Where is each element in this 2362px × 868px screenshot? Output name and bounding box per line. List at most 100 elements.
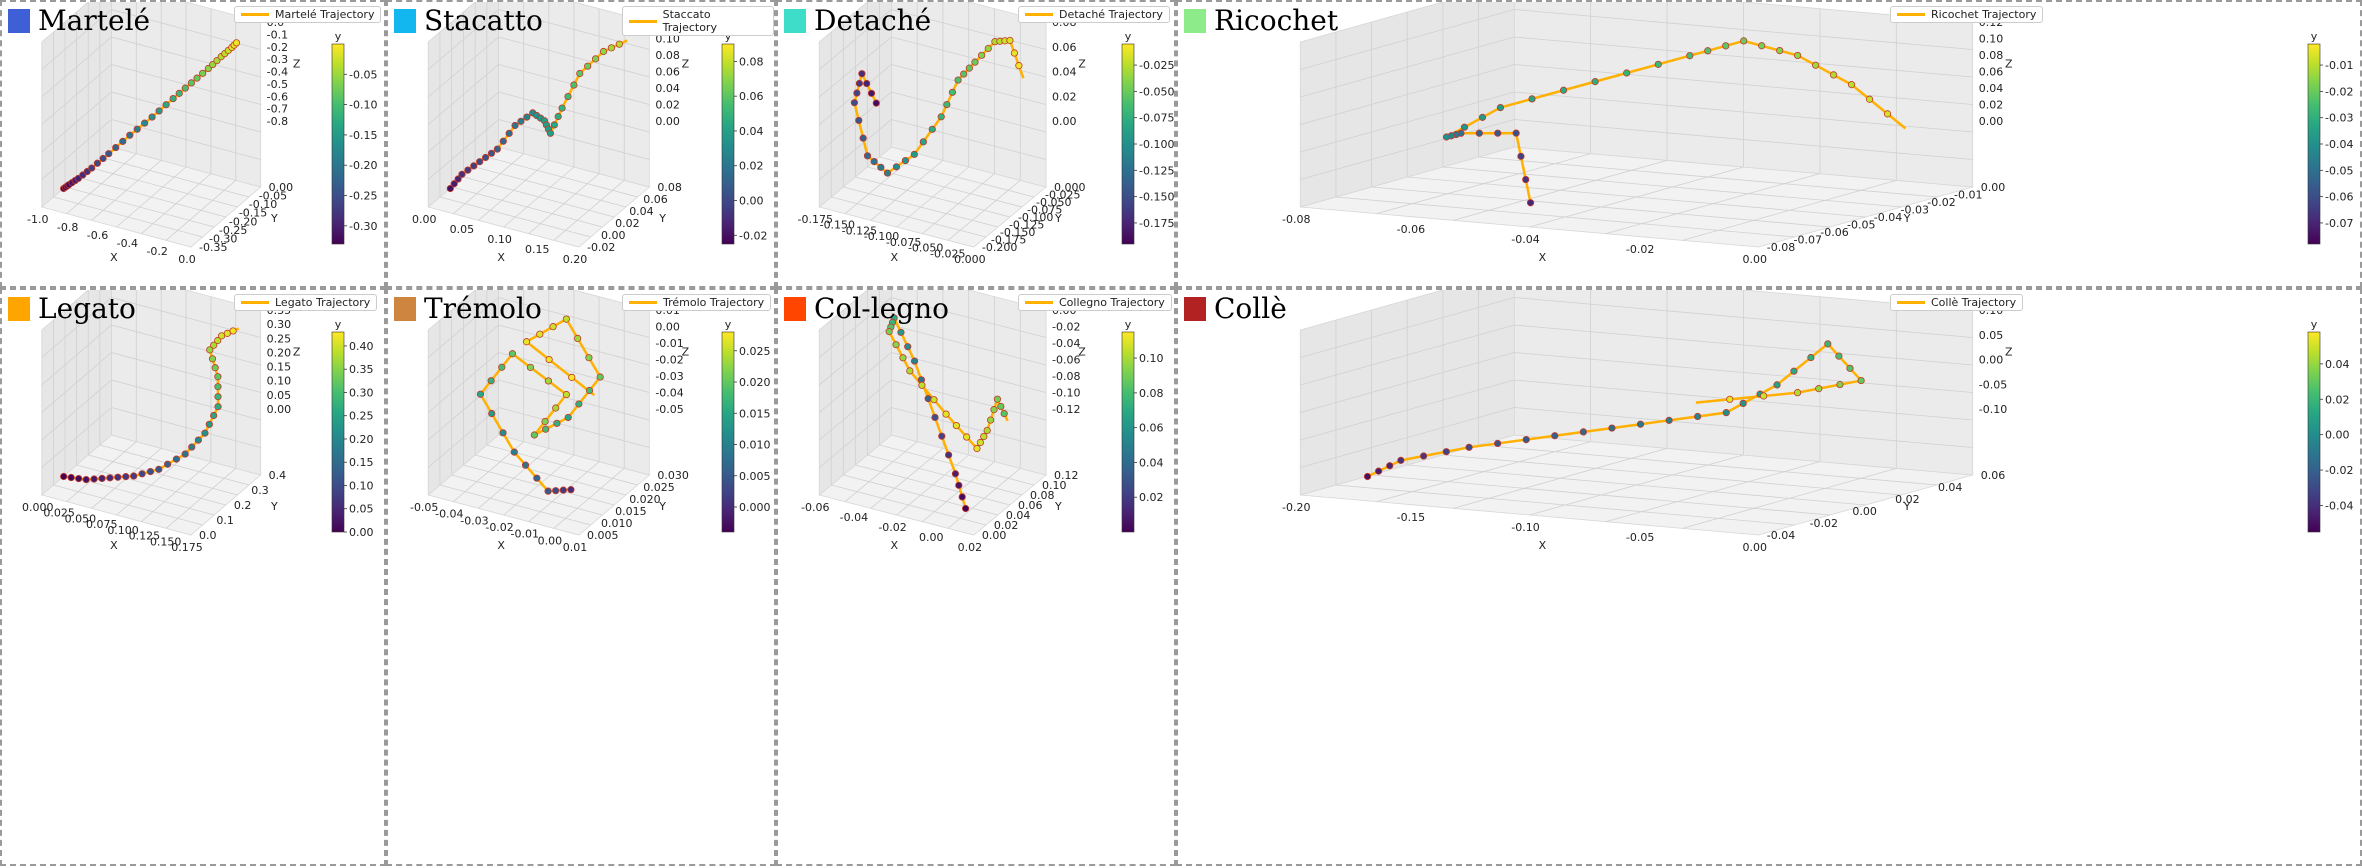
trajectory-marker bbox=[1496, 103, 1505, 112]
colorbar-tick-label: -0.06 bbox=[2325, 191, 2353, 204]
tick-label: 0.00 bbox=[412, 213, 437, 226]
colorbar-tick-label: -0.05 bbox=[349, 68, 377, 81]
tick-label: 0.015 bbox=[615, 505, 647, 518]
colorbar-tick-label: 0.00 bbox=[349, 526, 374, 539]
trajectory-marker bbox=[88, 164, 96, 172]
y-axis-label: Y bbox=[1903, 500, 1911, 513]
legend-line-sample bbox=[241, 13, 269, 16]
colorbar-tick-label: 0.20 bbox=[349, 433, 374, 446]
trajectory-marker bbox=[552, 487, 560, 495]
plot-svg: -0.08-0.06-0.04-0.020.000.00-0.01-0.02-0… bbox=[1282, 2, 2353, 266]
trajectory-marker bbox=[899, 354, 907, 362]
trajectory-marker bbox=[955, 481, 963, 489]
panel-title: Legato bbox=[8, 292, 136, 326]
tick-label: -0.02 bbox=[655, 354, 683, 367]
trajectory-marker bbox=[138, 470, 146, 478]
trajectory-marker bbox=[522, 338, 531, 346]
legend-line-sample bbox=[1897, 13, 1925, 16]
grid-line bbox=[99, 156, 250, 198]
colorbar-tick-label: -0.125 bbox=[1139, 164, 1174, 177]
panel-title-text: Collè bbox=[1214, 292, 1287, 325]
tick-label: -0.03 bbox=[655, 370, 683, 383]
colorbar-tick-label: 0.05 bbox=[349, 503, 374, 516]
colorbar-tick-label: -0.20 bbox=[349, 159, 377, 172]
panel-title-text: Detaché bbox=[814, 4, 932, 37]
tick-label: 0.10 bbox=[267, 375, 292, 388]
tick-label: 0.00 bbox=[1979, 354, 2004, 367]
colorbar-tick-label: 0.010 bbox=[739, 439, 771, 452]
tick-label: 0.00 bbox=[1052, 115, 1077, 128]
trajectory-marker bbox=[119, 137, 127, 145]
trajectory-marker bbox=[499, 137, 507, 145]
chart-panel: -0.20 -0.15 -0.10 -0.05 0.00 0.06 0.04 0.02 0.00… bbox=[1176, 288, 2362, 866]
trajectory-marker bbox=[615, 40, 623, 48]
trajectory-marker bbox=[1006, 36, 1014, 45]
trajectory-marker bbox=[181, 84, 189, 92]
x-axis-label: X bbox=[891, 251, 899, 264]
trajectory-marker bbox=[199, 69, 207, 77]
y-axis-label: Y bbox=[658, 212, 666, 225]
tick-label: -0.2 bbox=[146, 245, 167, 258]
tick-label: -0.10 bbox=[1052, 387, 1080, 400]
y-axis-label: Y bbox=[270, 212, 278, 225]
tick-label: 0.010 bbox=[601, 517, 633, 530]
legend-label: Martelé Trajectory bbox=[275, 8, 375, 21]
trajectory-marker bbox=[1522, 175, 1530, 184]
colorbar-label: y bbox=[1125, 30, 1132, 43]
tick-label: 0.04 bbox=[1938, 481, 1963, 494]
tick-label: 0.000 bbox=[954, 253, 986, 266]
trajectory-marker bbox=[206, 346, 214, 354]
tick-label: -0.3 bbox=[267, 53, 288, 66]
colorbar-tick-label: 0.015 bbox=[739, 407, 771, 420]
tick-label: 0.06 bbox=[1052, 41, 1077, 54]
plot-svg: -0.175-0.150-0.125-0.100-0.075-0.050-0.0… bbox=[798, 2, 1174, 266]
colorbar-tick-label: 0.06 bbox=[739, 90, 764, 103]
trajectory-marker bbox=[1386, 462, 1394, 470]
trajectory-marker bbox=[559, 486, 567, 494]
tick-label: 0.02 bbox=[1052, 90, 1077, 103]
tick-label: 0.20 bbox=[563, 253, 588, 266]
trajectory-marker bbox=[164, 460, 172, 468]
trajectory-marker bbox=[1494, 129, 1502, 137]
grid-line bbox=[99, 444, 250, 486]
tick-label: 0.00 bbox=[655, 321, 680, 334]
trajectory-marker bbox=[1722, 42, 1730, 50]
trajectory-marker bbox=[232, 39, 241, 47]
trajectory-marker bbox=[918, 381, 926, 389]
trajectory-marker bbox=[510, 448, 518, 456]
colorbar bbox=[1121, 331, 1135, 533]
tick-label: 0.02 bbox=[1895, 493, 1920, 506]
trajectory-marker bbox=[1865, 95, 1874, 103]
plot-svg: -0.06-0.04-0.020.000.020.120.100.080.060… bbox=[801, 290, 1164, 554]
tick-label: 0.30 bbox=[267, 318, 292, 331]
tick-label: 0.04 bbox=[655, 82, 680, 95]
tick-label: -0.04 bbox=[1874, 211, 1902, 224]
tick-label: -0.04 bbox=[840, 511, 868, 524]
tick-label: 0.005 bbox=[587, 529, 619, 542]
trajectory-marker bbox=[214, 383, 222, 391]
trajectory-marker bbox=[210, 411, 218, 420]
tick-label: 0.10 bbox=[487, 233, 512, 246]
panel-title: Ricochet bbox=[1184, 4, 1338, 38]
tick-label: 0.00 bbox=[269, 181, 294, 194]
tick-label: 0.10 bbox=[1042, 479, 1067, 492]
tick-label: 0.15 bbox=[525, 243, 550, 256]
tick-label: 0.06 bbox=[655, 66, 680, 79]
title-swatch bbox=[784, 297, 806, 321]
tick-label: -0.02 bbox=[587, 241, 615, 254]
trajectory-marker bbox=[214, 373, 222, 381]
panel-title: Collè bbox=[1184, 292, 1287, 326]
trajectory-marker bbox=[458, 170, 466, 178]
tick-label: -0.175 bbox=[991, 234, 1026, 247]
tick-label: 0.01 bbox=[563, 541, 588, 554]
legend: Staccato Trajectory bbox=[622, 6, 774, 36]
grid-line bbox=[427, 9, 499, 70]
legend: Martelé Trajectory bbox=[234, 6, 382, 23]
chart-panel: -0.175 -0.150 -0.125 -0.100 -0.075 -0.050 -0.0… bbox=[776, 0, 1176, 288]
colorbar-tick-label: 0.020 bbox=[739, 376, 771, 389]
tick-label: 0.20 bbox=[267, 346, 292, 359]
legend: Ricochet Trajectory bbox=[1890, 6, 2044, 23]
trajectory-marker bbox=[493, 145, 501, 153]
chart-panel: -0.08 -0.06 -0.04 -0.02 0.00 0.00 -0.01 -0.02 -0… bbox=[1176, 0, 2362, 288]
trajectory-marker bbox=[558, 104, 566, 112]
